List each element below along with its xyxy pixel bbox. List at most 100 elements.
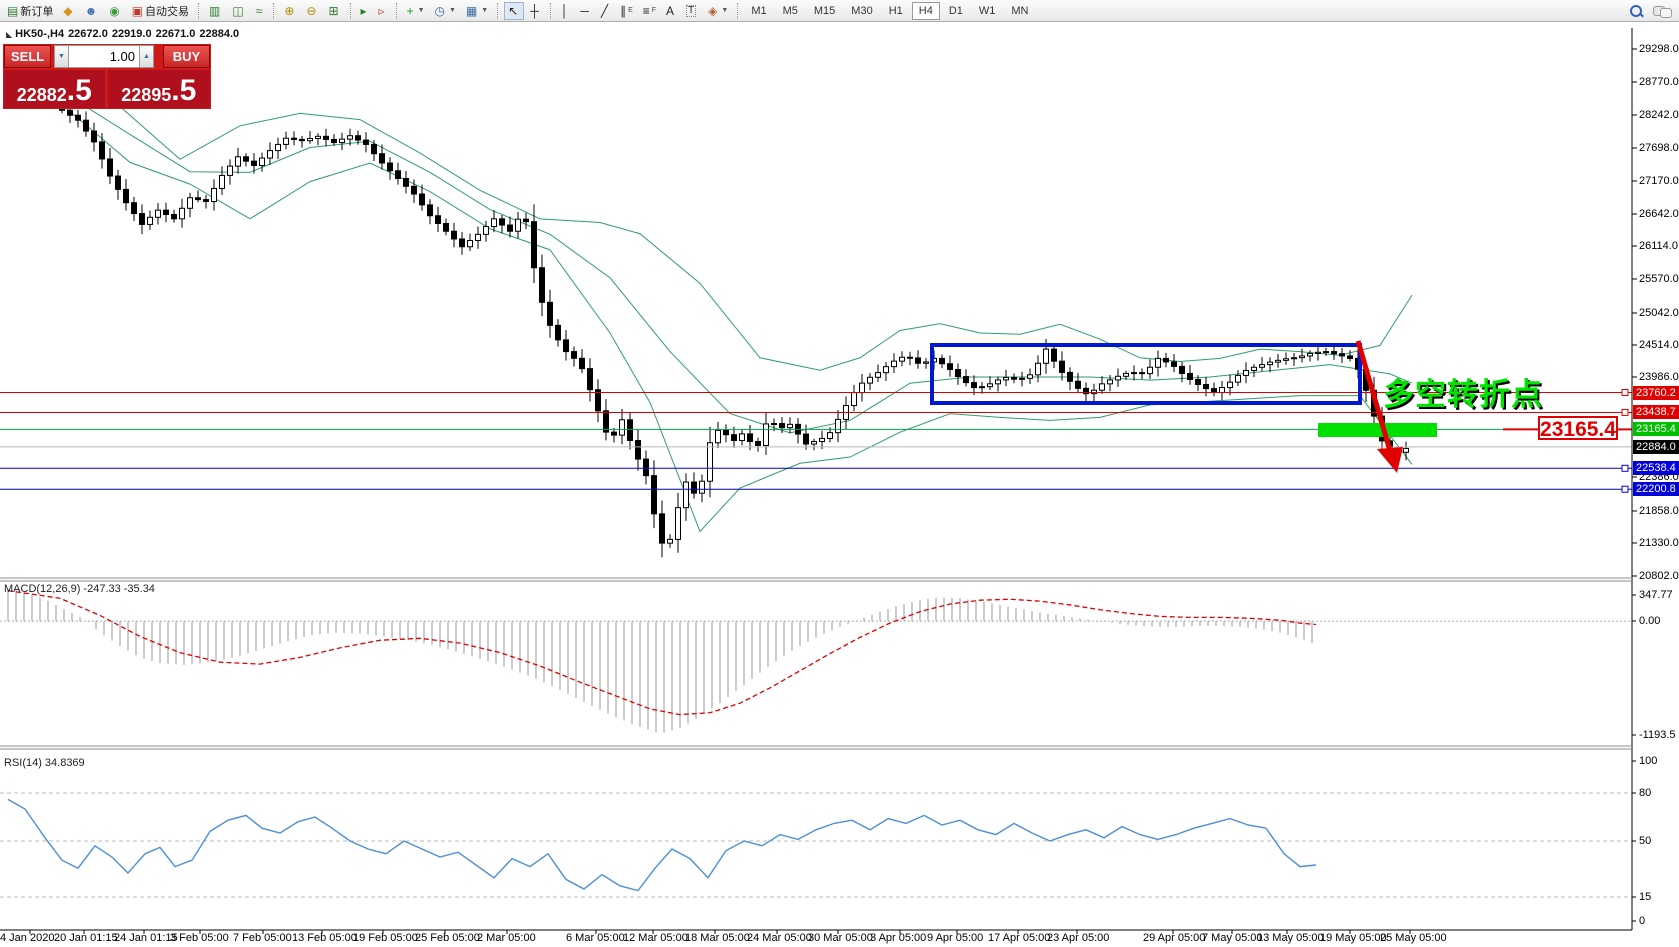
indicators-button[interactable]: + ▼	[403, 2, 429, 20]
new-order-icon: ▤	[7, 3, 19, 18]
chart-shift-button[interactable]: ▹	[375, 2, 391, 20]
chevron-down-icon[interactable]: ▼	[721, 7, 729, 14]
ohlc-open: 22672.0	[68, 28, 108, 40]
volume-decrease-button[interactable]: ▼	[54, 45, 69, 68]
toolbar-right-icons	[1629, 4, 1672, 18]
auto-scroll-icon: ▸	[360, 3, 367, 18]
text-button[interactable]: A	[662, 2, 680, 20]
icon-subscript: F	[651, 7, 657, 14]
time-axis-label: 13 Feb 05:00	[292, 932, 357, 944]
toolbar-separator	[497, 2, 499, 19]
time-axis-label: 2 Mar 05:00	[477, 932, 536, 944]
timeframe-mn-button[interactable]: MN	[1004, 2, 1035, 20]
chart-canvas[interactable]	[0, 22, 1679, 947]
price-axis-tick: 28242.0	[1639, 109, 1679, 121]
periods-button[interactable]: ◷ ▼	[431, 2, 460, 20]
time-axis-label: 18 Mar 05:00	[685, 932, 750, 944]
sell-price-base: 22882	[16, 85, 67, 105]
chart-shift-icon: ▹	[378, 3, 385, 18]
rsi-name: RSI(14)	[4, 757, 42, 769]
buy-price[interactable]: 22895.5	[107, 70, 210, 108]
equidistant-channel-button[interactable]: ∥ E	[616, 2, 637, 20]
rsi-axis-tick: 15	[1639, 891, 1652, 903]
price-level-label: 22200.8	[1633, 482, 1679, 497]
periods-icon: ◷	[434, 3, 446, 18]
crosshair-button[interactable]: ┼	[526, 2, 545, 20]
auto-scroll-button[interactable]: ▸	[357, 2, 373, 20]
volume-stepper: ▼ ▲	[54, 45, 154, 68]
templates-button[interactable]: ▦ ▼	[462, 2, 492, 20]
macd-axis-tick: -1193.5	[1639, 729, 1676, 741]
candlestick-chart-icon-button[interactable]: ◫	[228, 2, 249, 20]
annotation-text[interactable]: 多空转折点	[1383, 377, 1543, 412]
symbol-period: HK50-,H4	[15, 28, 65, 40]
price-axis-tick: 25570.0	[1639, 273, 1679, 285]
cursor-button[interactable]: ↖	[504, 1, 525, 20]
bar-chart-icon-button[interactable]: ▥	[205, 2, 226, 20]
price-level-label: 23438.7	[1633, 405, 1679, 420]
search-icon[interactable]	[1629, 4, 1643, 18]
zoom-in-button[interactable]: ⊕	[280, 2, 300, 20]
text-label-button[interactable]: T	[682, 2, 702, 20]
zoom-out-button[interactable]: ⊖	[302, 2, 322, 20]
chat-icon[interactable]	[1653, 4, 1672, 18]
tile-windows-button[interactable]: ⊞	[324, 2, 344, 20]
timeframe-m30-button[interactable]: M30	[844, 2, 879, 20]
timeframe-m15-button[interactable]: M15	[807, 2, 842, 20]
toolbar-separator	[273, 2, 275, 19]
sell-price[interactable]: 22882.5	[4, 70, 105, 108]
macd-main-value: -247.33	[83, 583, 121, 595]
cursor-icon: ↖	[508, 3, 519, 18]
candlestick-chart-icon-icon: ◫	[232, 3, 244, 18]
price-axis-tick: 21858.0	[1639, 505, 1679, 517]
chevron-down-icon[interactable]: ▼	[449, 7, 456, 14]
chart-ohlc-title: ◣ HK50-,H4 22672.0 22919.0 22671.0 22884.0	[6, 28, 243, 40]
volume-input[interactable]	[69, 45, 139, 68]
timeframe-m1-button[interactable]: M1	[744, 2, 773, 20]
arrows-icon: ◈	[708, 3, 718, 18]
chart-window: ◣ HK50-,H4 22672.0 22919.0 22671.0 22884.0 SE…	[0, 22, 1679, 947]
auto-trading-button-label: 自动交易	[145, 5, 190, 18]
buy-button[interactable]: BUY	[163, 45, 210, 68]
rsi-value: 34.8369	[44, 757, 85, 769]
time-axis-label: 19 May 05:00	[1320, 932, 1387, 944]
price-axis-tick: 29298.0	[1639, 43, 1679, 55]
timeframe-w1-button[interactable]: W1	[972, 2, 1003, 20]
timeframe-h1-button[interactable]: H1	[882, 2, 910, 20]
volume-increase-button[interactable]: ▲	[139, 45, 154, 68]
trendline-button[interactable]: ╱	[597, 2, 614, 20]
annotation-price-label[interactable]: 23165.4	[1538, 416, 1618, 441]
line-chart-icon-button[interactable]: ≈	[252, 2, 269, 20]
macd-axis-tick: 0.00	[1639, 615, 1661, 627]
price-level-label: 22538.4	[1633, 461, 1679, 476]
price-level-label: 23760.2	[1633, 385, 1679, 400]
zoom-out-icon: ⊖	[306, 3, 317, 18]
profile-icon-button[interactable]: ☻	[81, 2, 104, 20]
market-icon-button[interactable]: ◆	[59, 2, 78, 20]
sell-button[interactable]: SELL	[4, 45, 51, 68]
time-axis-label: 12 Mar 05:00	[623, 932, 688, 944]
profile-icon-icon: ☻	[84, 3, 98, 18]
crosshair-icon: ┼	[530, 3, 539, 18]
timeframe-m5-button[interactable]: M5	[776, 2, 805, 20]
rsi-axis-tick: 100	[1639, 755, 1658, 767]
auto-trading-button[interactable]: ▣ 自动交易	[128, 2, 193, 20]
signals-icon-icon: ◉	[109, 3, 120, 18]
signals-icon-button[interactable]: ◉	[105, 2, 125, 20]
new-order-button[interactable]: ▤ 新订单	[3, 2, 57, 20]
time-axis-label: 29 Apr 05:00	[1143, 932, 1206, 944]
horizontal-line-button[interactable]: ─	[576, 2, 595, 20]
rsi-axis-tick: 50	[1639, 835, 1652, 847]
chevron-down-icon[interactable]: ▼	[481, 7, 489, 14]
timeframe-d1-button[interactable]: D1	[942, 2, 970, 20]
vertical-line-button[interactable]: │	[557, 2, 575, 20]
fibonacci-button[interactable]: ≡ F	[639, 2, 660, 20]
ohlc-close: 22884.0	[199, 28, 240, 40]
equidistant-channel-icon: ∥	[620, 3, 627, 18]
timeframe-h4-button[interactable]: H4	[911, 1, 940, 20]
arrows-button[interactable]: ◈ ▼	[704, 2, 732, 20]
rsi-indicator-label: RSI(14) 34.8369	[4, 757, 88, 769]
chevron-down-icon[interactable]: ▼	[417, 7, 425, 14]
rsi-axis-tick: 80	[1639, 787, 1652, 799]
